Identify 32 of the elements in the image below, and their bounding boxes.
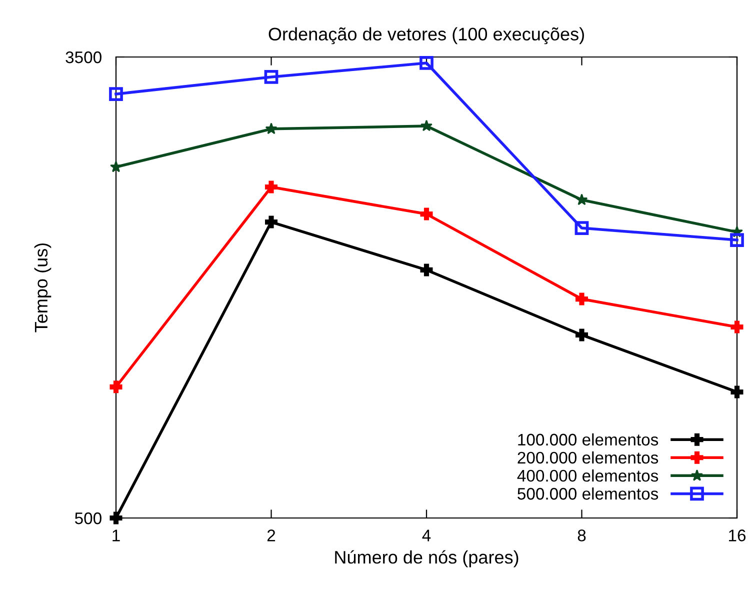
x-axis-title: Número de nós (pares) xyxy=(335,550,518,568)
y-tick-label: 500 xyxy=(74,512,102,524)
point xyxy=(574,221,589,235)
point xyxy=(265,122,278,134)
point xyxy=(730,320,744,334)
point xyxy=(109,87,123,101)
y-axis-title: Tempo (us) xyxy=(34,243,52,332)
x-tick-label: 2 xyxy=(267,530,276,542)
point xyxy=(420,208,433,220)
legend-label: 100.000 elementos xyxy=(518,433,658,446)
point xyxy=(110,380,122,394)
x-tick-label: 8 xyxy=(578,530,586,542)
x-tick-label: 1 xyxy=(112,530,120,542)
legend-label: 200.000 elementos xyxy=(518,451,658,464)
chart-title: Ordenação de vetores (100 execuções) xyxy=(268,27,584,44)
x-tick-label: 16 xyxy=(729,530,746,542)
point xyxy=(730,233,744,247)
point xyxy=(265,180,278,194)
legend-label: 400.000 elementos xyxy=(517,469,658,482)
point xyxy=(576,194,588,206)
y-tick-label: 3500 xyxy=(66,51,102,64)
point xyxy=(730,386,744,398)
point xyxy=(265,216,278,228)
point xyxy=(420,56,434,70)
point xyxy=(110,160,122,172)
point xyxy=(264,70,278,84)
point xyxy=(576,292,588,306)
point xyxy=(420,264,433,276)
legend-label: 500.000 elementos xyxy=(518,487,658,500)
point xyxy=(576,328,588,342)
point xyxy=(420,120,432,132)
x-tick-label: 4 xyxy=(422,530,431,542)
